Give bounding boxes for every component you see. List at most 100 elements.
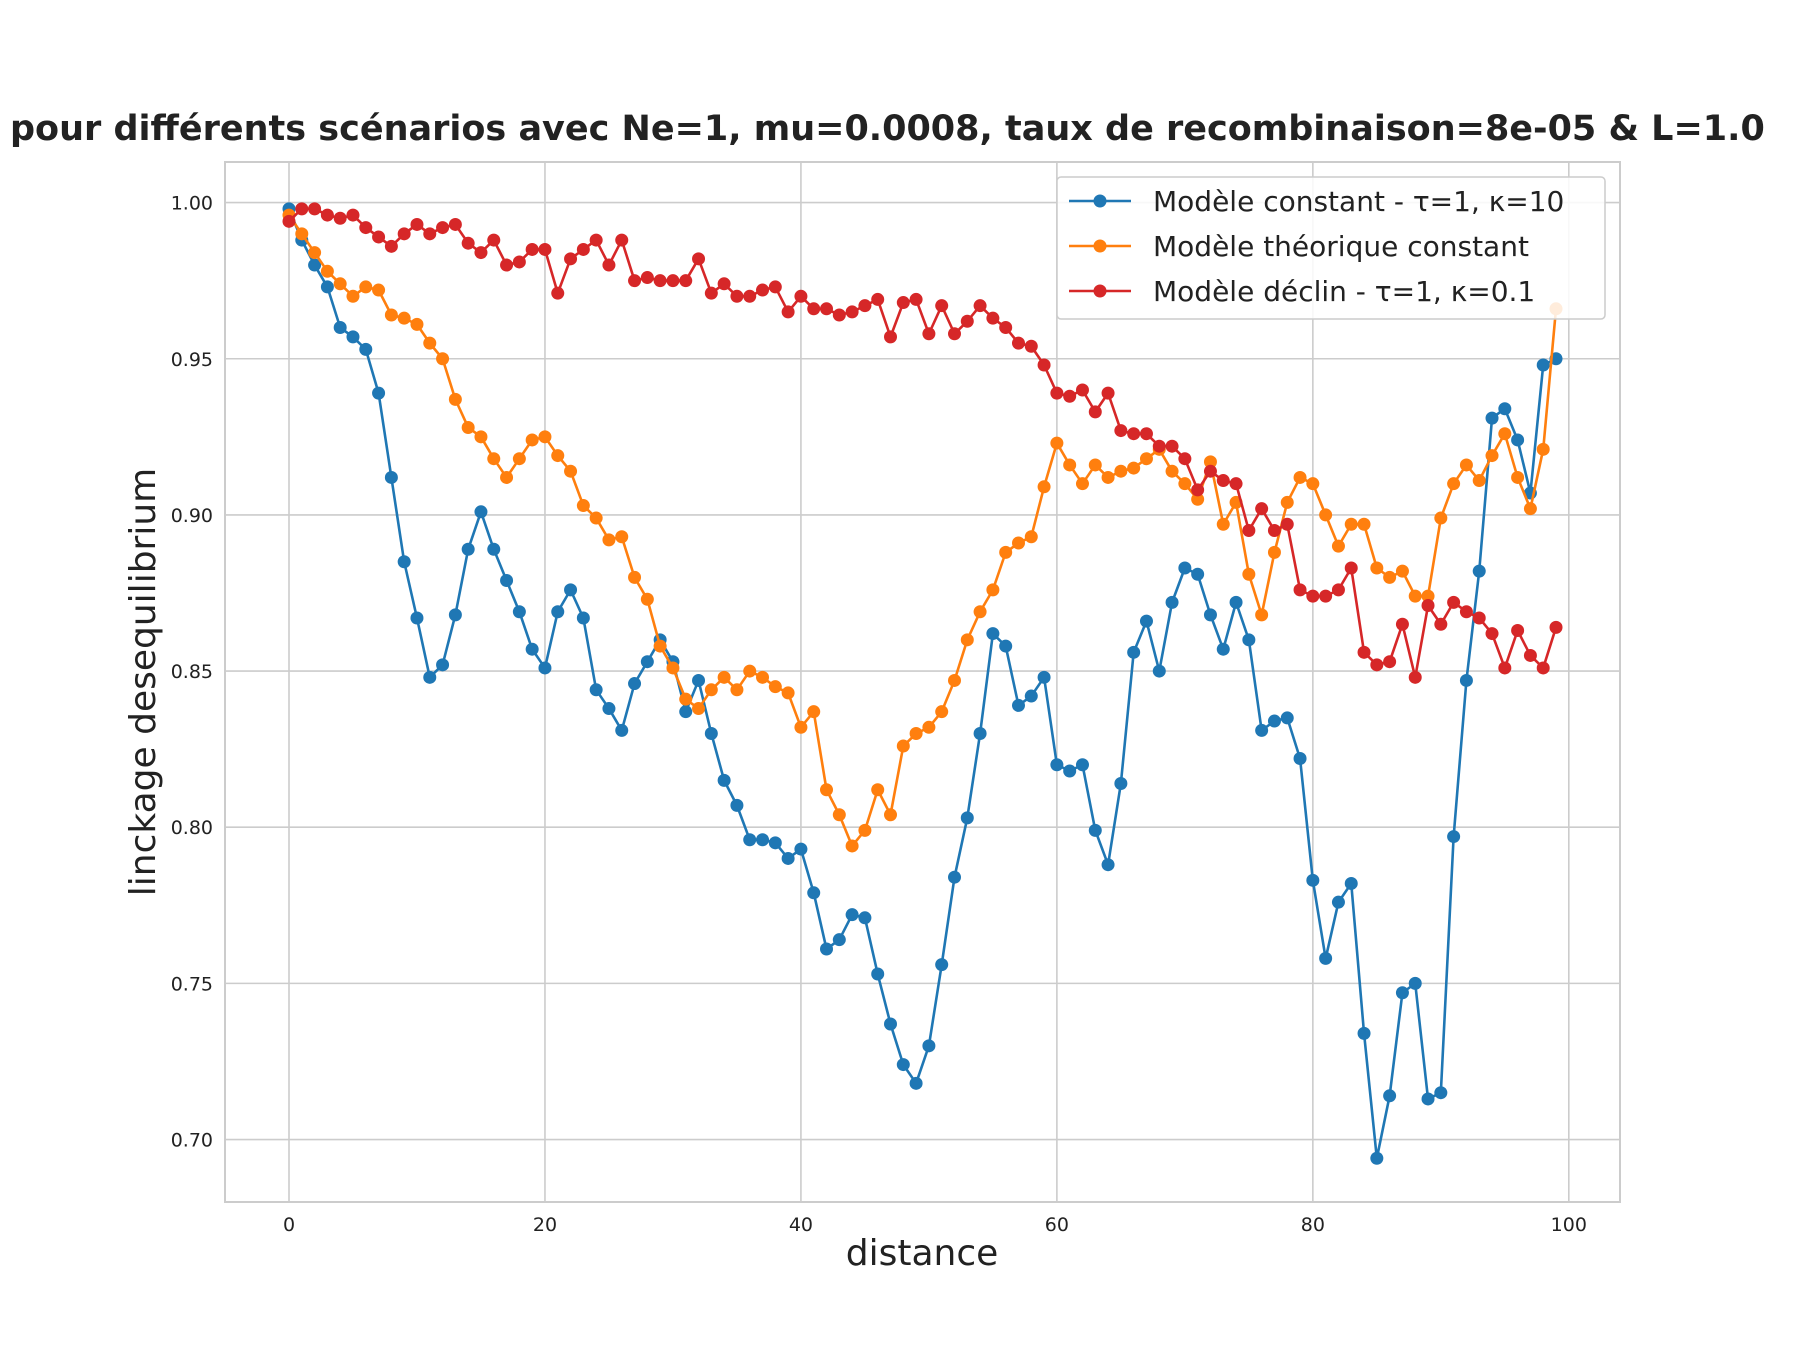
data-point: [320, 208, 334, 222]
x-tick-label: 60: [1045, 1214, 1069, 1236]
data-point: [1178, 561, 1192, 575]
data-point: [1357, 1026, 1371, 1040]
data-point: [730, 683, 744, 697]
data-point: [628, 274, 642, 288]
series-1: [282, 202, 1563, 1165]
data-point: [1293, 470, 1307, 484]
legend-entry: Modèle théorique constant: [1069, 230, 1529, 263]
data-point: [820, 302, 834, 316]
data-point: [1050, 758, 1064, 772]
legend-label: Modèle théorique constant: [1153, 230, 1529, 263]
data-point: [1383, 655, 1397, 669]
data-point: [1370, 561, 1384, 575]
data-point: [1242, 567, 1256, 581]
data-point: [781, 305, 795, 319]
data-point: [397, 555, 411, 569]
data-point: [1523, 502, 1537, 516]
data-point: [538, 661, 552, 675]
data-point: [1050, 436, 1064, 450]
legend-marker: [1093, 194, 1107, 208]
data-point: [372, 283, 386, 297]
data-point: [717, 773, 731, 787]
legend-marker: [1093, 284, 1107, 298]
data-point: [922, 1039, 936, 1053]
data-point: [845, 908, 859, 922]
x-tick-label: 80: [1301, 1214, 1325, 1236]
data-point: [512, 605, 526, 619]
y-tick-label: 0.85: [171, 661, 213, 683]
data-point: [474, 430, 488, 444]
data-point: [525, 242, 539, 256]
data-point: [1434, 617, 1448, 631]
data-point: [1024, 689, 1038, 703]
data-point: [794, 720, 808, 734]
data-point: [1216, 474, 1230, 488]
data-point: [743, 664, 757, 678]
data-point: [768, 280, 782, 294]
data-point: [1306, 477, 1320, 491]
data-point: [909, 292, 923, 306]
data-point: [1447, 595, 1461, 609]
data-point: [615, 723, 629, 737]
data-point: [1408, 670, 1422, 684]
data-point: [1088, 458, 1102, 472]
data-point: [1498, 402, 1512, 416]
data-point: [1063, 389, 1077, 403]
x-tick-label: 100: [1551, 1214, 1587, 1236]
data-point: [768, 836, 782, 850]
data-point: [1472, 564, 1486, 578]
data-point: [308, 246, 322, 260]
data-point: [1293, 583, 1307, 597]
data-point: [615, 530, 629, 544]
data-point: [1216, 517, 1230, 531]
legend-marker: [1093, 239, 1107, 253]
data-point: [1459, 458, 1473, 472]
data-point: [1344, 561, 1358, 575]
data-point: [884, 330, 897, 344]
data-point: [448, 217, 462, 231]
y-tick-label: 0.70: [171, 1130, 213, 1152]
data-point: [512, 255, 526, 269]
data-point: [500, 574, 514, 587]
y-tick-label: 0.75: [171, 973, 213, 995]
data-point: [551, 605, 565, 619]
data-point: [781, 851, 795, 865]
data-point: [436, 221, 450, 235]
data-point: [640, 592, 654, 606]
data-point: [858, 823, 872, 837]
data-point: [423, 670, 437, 684]
data-point: [1088, 823, 1102, 837]
data-point: [960, 633, 974, 647]
data-point: [1088, 405, 1102, 419]
data-point: [692, 252, 706, 266]
data-point: [1075, 758, 1089, 772]
y-tick-label: 1.00: [171, 193, 213, 215]
data-point: [372, 230, 386, 244]
data-point: [1075, 383, 1089, 397]
data-point: [512, 452, 526, 466]
data-point: [1191, 567, 1205, 581]
data-point: [807, 705, 821, 719]
data-point: [986, 627, 1000, 641]
data-point: [359, 221, 373, 235]
data-point: [1511, 433, 1525, 447]
data-point: [282, 214, 296, 228]
data-point: [320, 264, 334, 278]
data-point: [397, 227, 411, 241]
series-3: [282, 202, 1563, 684]
data-point: [333, 277, 347, 291]
data-point: [1267, 524, 1281, 538]
data-point: [1498, 427, 1512, 441]
data-point: [1011, 536, 1025, 550]
data-point: [1306, 873, 1320, 887]
data-point: [1536, 358, 1550, 372]
data-point: [832, 933, 846, 947]
data-point: [948, 870, 961, 884]
data-point: [1319, 589, 1333, 603]
data-point: [692, 673, 706, 687]
legend: Modèle constant - τ=1, κ=10 Modèle théori…: [1056, 176, 1606, 320]
data-point: [615, 233, 629, 247]
data-point: [922, 327, 936, 341]
data-point: [807, 886, 821, 900]
y-tick-label: 0.95: [171, 349, 213, 371]
